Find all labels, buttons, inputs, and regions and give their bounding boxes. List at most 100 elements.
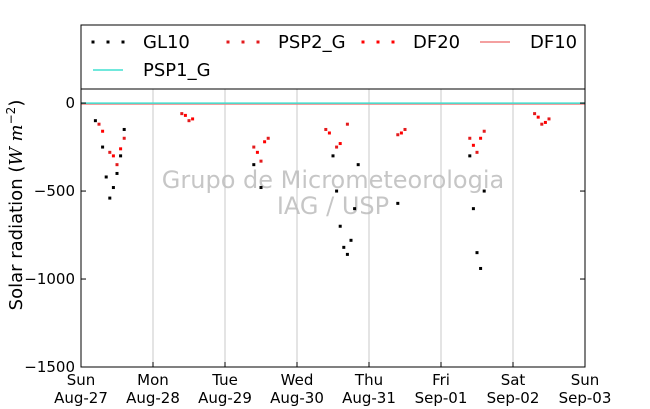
point-DF20-9 — [399, 131, 403, 135]
point-PSP2_G-10 — [335, 145, 339, 149]
legend-label: PSP2_G — [278, 32, 346, 53]
point-PSP2_G-3 — [122, 136, 126, 140]
axes-frame — [80, 88, 586, 368]
legend-item-DF20: DF20 — [361, 32, 460, 53]
point-PSP2_G-4 — [180, 112, 184, 116]
x-tick-date: Aug-29 — [198, 389, 252, 407]
x-tick-weekday: Sun — [571, 371, 600, 389]
point-GL10-4 — [111, 186, 115, 190]
legend-item-GL10: GL10 — [91, 32, 190, 53]
point-PSP2_G-19 — [547, 117, 551, 121]
point-DF20-6 — [263, 140, 267, 144]
point-DF20-11 — [479, 136, 483, 140]
x-tick-date: Aug-31 — [342, 389, 396, 407]
point-DF20-3 — [183, 113, 187, 117]
point-PSP2_G-5 — [187, 119, 191, 123]
legend-swatch — [121, 40, 125, 44]
legend-label: GL10 — [143, 32, 190, 53]
point-PSP2_G-14 — [468, 136, 472, 140]
point-PSP2_G-9 — [324, 127, 328, 131]
point-GL10-2 — [104, 175, 108, 179]
point-GL10-14 — [353, 207, 357, 211]
x-tick-date: Aug-27 — [54, 389, 108, 407]
point-DF20-7 — [327, 131, 331, 135]
point-PSP2_G-2 — [115, 163, 119, 167]
point-GL10-18 — [475, 251, 479, 255]
x-tick-weekday: Fri — [432, 371, 450, 389]
point-PSP2_G-12 — [396, 133, 400, 137]
point-GL10-5 — [115, 171, 119, 175]
y-tick-label: −1000 — [24, 270, 75, 288]
point-DF20-8 — [338, 142, 342, 146]
point-PSP2_G-17 — [533, 112, 537, 116]
point-GL10-15 — [356, 163, 360, 167]
x-tick-date: Sep-03 — [559, 389, 612, 407]
legend-swatch — [361, 40, 365, 44]
x-tick-weekday: Mon — [137, 371, 169, 389]
legend-label: PSP1_G — [143, 60, 211, 81]
watermark-line-2: IAG / USP — [277, 192, 389, 220]
point-PSP2_G-1 — [108, 150, 112, 154]
y-axis-label: Solar radiation (W m−2) — [4, 100, 27, 311]
plot-area — [81, 102, 585, 270]
point-DF20-10 — [471, 143, 475, 147]
y-tick-label: 0 — [65, 94, 75, 112]
point-PSP2_G-6 — [252, 145, 256, 149]
point-GL10-1 — [101, 145, 105, 149]
point-PSP2_G-0 — [97, 122, 101, 126]
point-GL10-19 — [479, 266, 483, 270]
x-tick-weekday: Sat — [501, 371, 526, 389]
legend-swatch — [241, 40, 245, 44]
series-PSP2_G — [97, 112, 551, 167]
point-PSP2_G-15 — [475, 150, 479, 154]
y-axis-ticks: 0 −500 −1000 −1500 — [24, 94, 585, 376]
point-PSP2_G-11 — [345, 122, 349, 126]
x-tick-weekday: Thu — [354, 371, 383, 389]
point-GL10-21 — [252, 163, 256, 167]
x-tick-date: Sep-02 — [487, 389, 540, 407]
x-tick-date: Aug-30 — [270, 389, 324, 407]
point-GL10-22 — [259, 186, 263, 190]
point-GL10-9 — [335, 189, 339, 193]
point-GL10-7 — [122, 127, 126, 131]
x-tick-weekday: Tue — [211, 371, 238, 389]
point-GL10-23 — [396, 201, 400, 205]
x-tick-date: Aug-28 — [126, 389, 180, 407]
point-DF20-13 — [543, 120, 547, 124]
point-GL10-20 — [482, 189, 486, 193]
point-DF20-1 — [111, 154, 115, 158]
point-GL10-12 — [345, 252, 349, 256]
point-PSP2_G-7 — [259, 159, 263, 163]
legend-swatch — [91, 40, 95, 44]
legend-box — [80, 24, 586, 90]
point-PSP2_G-16 — [482, 129, 486, 133]
series-DF20 — [101, 113, 547, 158]
watermark-line-1: Grupo de Micrometeorologia — [162, 166, 504, 194]
grid-lines — [152, 89, 514, 367]
series-GL10 — [93, 119, 486, 270]
legend-item-DF10: DF10 — [480, 32, 577, 53]
x-tick-weekday: Sun — [67, 371, 96, 389]
point-PSP2_G-18 — [540, 122, 544, 126]
watermark: Grupo de Micrometeorologia IAG / USP — [162, 166, 504, 220]
point-GL10-10 — [338, 224, 342, 228]
legend-label: DF10 — [530, 32, 577, 53]
legend-swatch — [226, 40, 230, 44]
point-DF20-2 — [119, 147, 123, 151]
point-GL10-16 — [468, 154, 472, 158]
point-PSP2_G-8 — [266, 136, 270, 140]
legend-item-PSP1_G: PSP1_G — [93, 60, 211, 81]
legend-swatch — [376, 40, 380, 44]
point-GL10-0 — [93, 119, 97, 123]
y-tick-label: −1500 — [24, 358, 75, 376]
point-GL10-8 — [331, 154, 335, 158]
point-GL10-13 — [349, 238, 353, 242]
legend-item-PSP2_G: PSP2_G — [226, 32, 346, 53]
point-GL10-3 — [108, 196, 112, 200]
point-DF20-12 — [536, 115, 540, 119]
point-GL10-6 — [119, 154, 123, 158]
point-DF20-4 — [191, 117, 195, 121]
point-PSP2_G-13 — [403, 127, 407, 131]
